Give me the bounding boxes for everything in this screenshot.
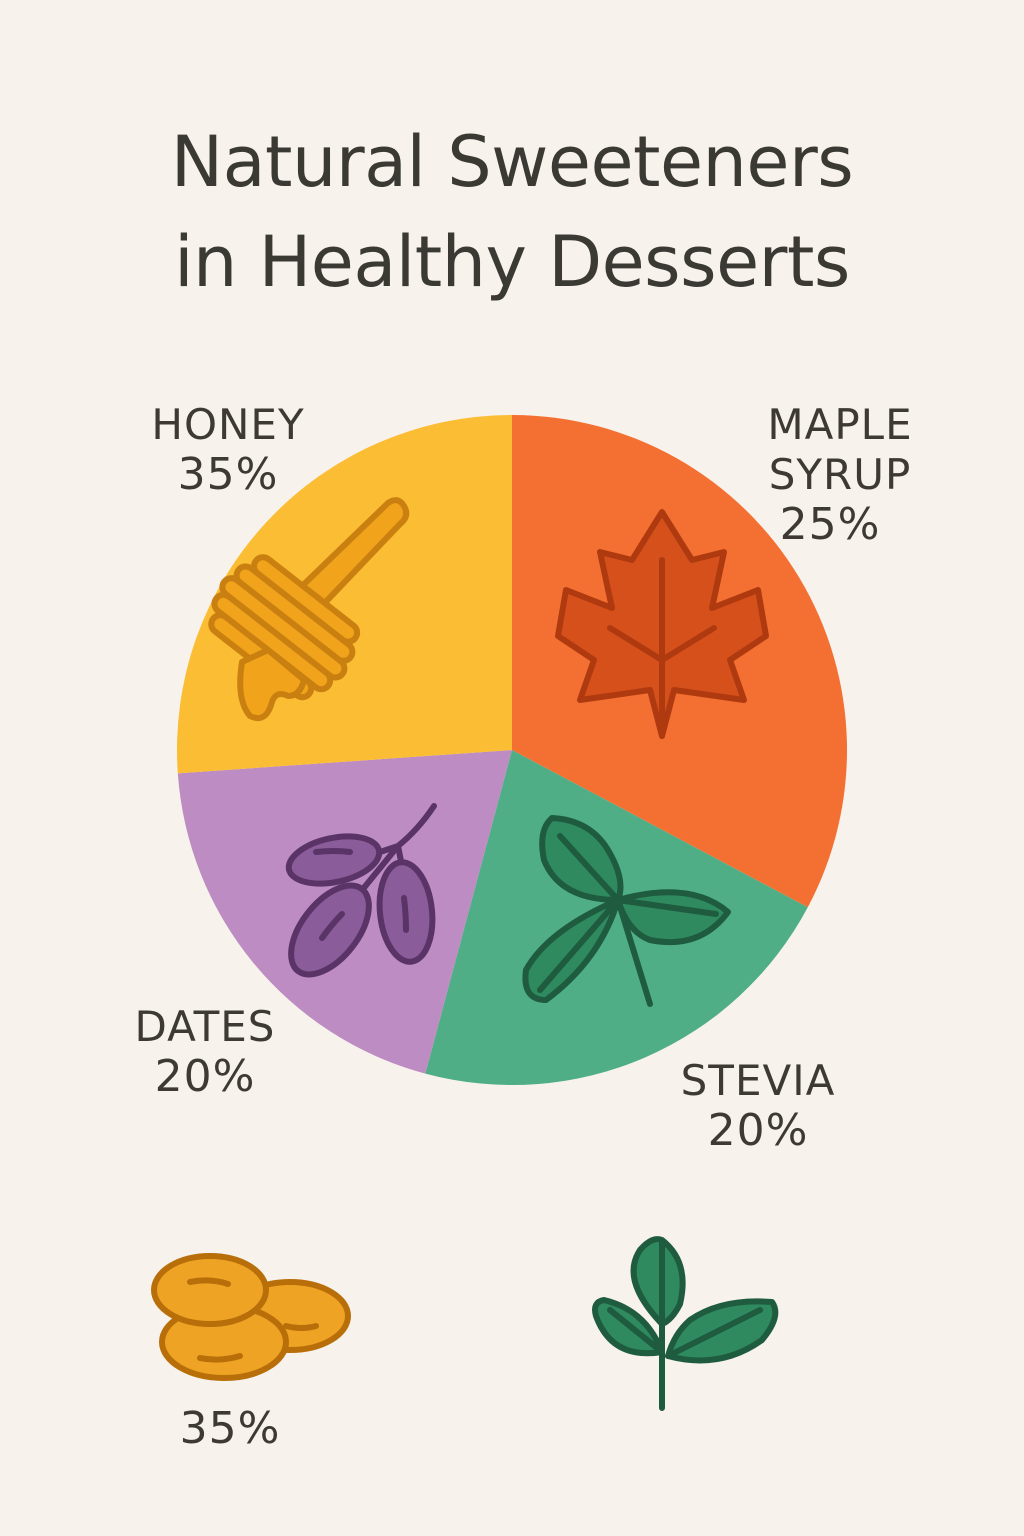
slice-name-dates: DATES: [134, 1002, 276, 1051]
slice-value-honey: 35%: [177, 449, 279, 500]
slice-value-stevia: 20%: [707, 1105, 809, 1156]
page-title: Natural Sweeteners in Healthy Desserts: [0, 112, 1024, 312]
maple-leaf-icon: [555, 509, 769, 739]
title-line-1: Natural Sweeteners: [170, 121, 854, 203]
slice-value-maple-syrup: 25%: [779, 499, 881, 550]
coins-value-label: 35%: [160, 1404, 300, 1454]
golden-coins-icon: [151, 1253, 351, 1381]
leaf-sprig-icon: [592, 1236, 779, 1411]
stevia-leaf-icon: [522, 815, 731, 1007]
slice-label-honey: HONEY 35%: [128, 400, 328, 500]
honey-dipper-icon: [208, 497, 410, 722]
slice-name-stevia: STEVIA: [680, 1056, 836, 1105]
slice-name-maple-line-2: SYRUP: [768, 450, 912, 499]
slice-stevia: [425, 750, 808, 1085]
coins-value: 35%: [179, 1403, 281, 1454]
slice-name-honey: HONEY: [151, 400, 305, 449]
dates-icon: [285, 803, 437, 978]
title-line-2: in Healthy Desserts: [174, 221, 850, 303]
slice-label-dates: DATES 20%: [110, 1002, 300, 1102]
slice-label-maple-syrup: MAPLE SYRUP 25%: [740, 400, 940, 550]
slice-label-stevia: STEVIA 20%: [658, 1056, 858, 1156]
slice-name-maple-line-1: MAPLE: [767, 400, 913, 449]
slice-value-dates: 20%: [154, 1051, 256, 1102]
